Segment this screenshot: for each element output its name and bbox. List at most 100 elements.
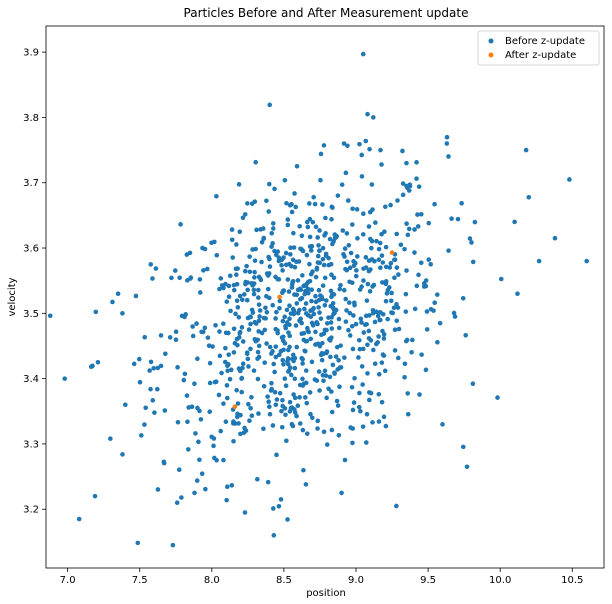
before-point [225,484,230,490]
before-point [217,286,222,292]
before-point [297,223,302,229]
before-point [304,311,309,316]
before-point [150,398,156,403]
before-point [412,306,418,312]
before-point [321,143,327,148]
before-point [239,389,245,395]
before-point [251,368,257,373]
after-point [277,294,282,300]
before-point [246,364,251,369]
before-point [371,347,376,353]
before-point [343,170,349,176]
before-point [237,330,242,336]
before-point [236,182,242,187]
before-point [330,362,336,368]
before-point [242,268,248,274]
before-point [267,404,272,410]
before-point [356,404,362,410]
before-point [307,234,313,240]
before-point [419,352,424,357]
before-point [316,287,322,293]
before-point [269,386,275,392]
before-point [360,424,366,429]
legend-marker-before [488,38,494,44]
before-point [382,229,387,235]
before-point [240,215,246,221]
before-point [286,289,292,294]
y-axis: 3.2 3.3 3.4 3.5 3.6 3.7 3.8 3.9 [23,48,46,516]
before-point [226,294,232,300]
before-point [213,379,219,385]
before-point [326,315,331,320]
before-point [214,193,219,199]
before-point [181,377,187,383]
before-point [460,295,466,301]
before-point [230,255,236,260]
before-point [95,360,101,365]
before-point [131,361,137,367]
before-point [284,438,289,444]
before-point [287,409,293,414]
before-point [223,281,228,287]
before-point [270,221,276,226]
before-point [237,293,243,299]
before-point [315,235,320,240]
before-point [463,333,468,338]
before-point [464,464,470,470]
before-point [404,221,409,226]
before-point [416,184,422,189]
before-point [321,331,327,336]
before-point [392,348,398,353]
before-point [280,318,286,324]
before-point [318,177,323,183]
before-point [366,397,372,403]
before-point [261,315,267,321]
before-point [446,154,451,159]
before-point [330,205,335,210]
before-point [234,336,240,342]
before-point [363,265,369,270]
before-point [221,321,226,327]
before-point [283,250,289,256]
before-point [381,336,387,341]
before-point [264,198,269,204]
before-point [270,349,275,354]
before-point [423,278,429,283]
before-point [192,490,197,496]
before-point [258,276,263,282]
before-point [388,261,394,266]
before-point [291,392,296,397]
before-point [296,259,302,264]
before-point [284,200,289,206]
before-point [552,235,558,241]
before-point [313,342,318,347]
legend: Before z-update After z-update [477,30,600,66]
before-point [189,404,195,410]
before-point [286,369,291,374]
before-point [201,268,206,273]
before-point [336,432,342,438]
before-point [195,405,200,411]
before-point [292,292,297,297]
before-point [262,327,268,333]
before-point [383,298,389,304]
before-point [218,428,224,434]
before-point [303,301,309,306]
before-point [314,267,320,272]
before-point [432,201,437,207]
before-point [231,326,237,332]
before-point [120,452,125,457]
before-point [400,192,406,198]
before-point [252,269,257,275]
before-point [236,366,242,371]
before-point [405,391,410,396]
before-point [357,141,362,147]
before-point [404,268,409,273]
before-point [526,195,532,200]
before-point [182,371,188,377]
before-point [355,254,360,259]
before-point [269,244,274,249]
before-point [299,233,305,239]
before-point [309,415,315,421]
